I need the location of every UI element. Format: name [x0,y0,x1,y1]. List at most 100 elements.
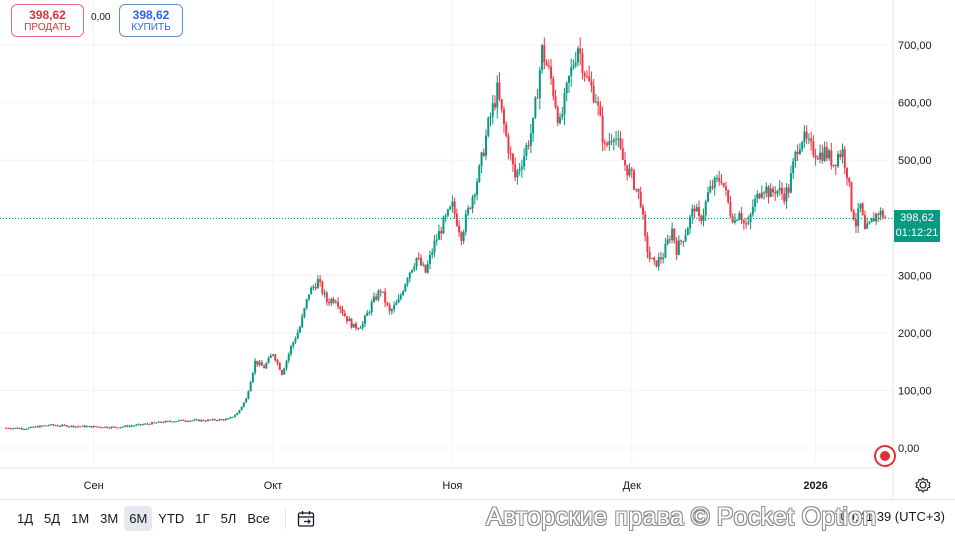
candle-body [473,194,476,197]
candle-body [135,424,138,426]
candle-body [832,164,835,166]
candle-body [850,182,853,211]
time-axis: Сен Окт Ноя Дек 2026 [84,480,828,492]
candle-body [493,103,496,108]
candle-body [278,362,281,370]
candle-body [159,421,162,423]
candle-body [769,188,772,198]
candle-body [529,133,532,146]
candle-body [215,420,218,422]
range-button[interactable]: 5Л [220,511,237,526]
candle-body [608,141,611,146]
candle-body [296,332,299,339]
candle-body [794,151,797,162]
candle-body [498,82,501,100]
candle-body [144,423,147,425]
candle-body [718,177,721,182]
candle-body [570,67,573,76]
range-button[interactable]: 1М [71,511,90,526]
buy-price: 398,62 [132,7,170,22]
price-axis[interactable]: 700,00600,00500,00400,00300,00200,00100,… [898,40,932,455]
candle-body [171,421,174,423]
range-button[interactable]: 1Г [195,511,210,526]
candle-body [520,166,523,170]
candle-body [646,236,649,253]
candle-body [337,301,340,307]
candle-body [397,298,400,303]
sell-label: ПРОДАТЬ [24,21,71,33]
candle-body [108,427,111,429]
range-button[interactable]: 1Д [17,511,34,526]
candle-body [242,402,245,407]
candle-body [588,76,591,81]
candle-body [442,217,445,234]
candle-body [426,263,429,273]
candle-body [491,103,494,117]
candle-body [334,301,337,303]
buy-button[interactable]: 398,62 КУПИТЬ [119,4,183,37]
candle-body [27,427,30,429]
candle-body [866,223,869,229]
candle-body [814,155,817,158]
price-tick-label: 200,00 [898,328,932,340]
time-tick-label: Дек [623,480,642,492]
candle-body [554,96,557,108]
candle-body [341,308,344,314]
pocket-option-logo-icon[interactable] [874,445,896,467]
candle-body [431,252,434,255]
candle-body [126,425,129,427]
candle-body [552,78,555,97]
candle-body [305,299,308,309]
candle-body [729,202,732,217]
range-button[interactable]: Все [247,511,270,526]
range-button[interactable]: 5Д [44,511,61,526]
candle-body [319,279,322,282]
candle-body [312,286,315,288]
candle-body [852,210,855,220]
candle-body [386,302,389,305]
candle-body [395,302,398,305]
candle-body [635,188,638,190]
gear-icon[interactable] [914,476,932,494]
candle-body [236,413,239,416]
bottom-toolbar: 1Д 5Д 1М 3М 6М YTD 1Г 5Л Все [0,499,955,537]
candle-body [211,419,214,421]
candle-body [375,296,378,300]
candle-body [774,192,777,194]
time-tick-label: Сен [84,480,104,492]
candle-body [180,419,183,421]
candle-body [747,222,750,224]
candle-body [861,203,864,216]
candle-body [310,287,313,295]
candle-body [841,149,844,158]
candle-body [254,360,257,373]
candle-body [59,425,62,427]
sell-button[interactable]: 398,62 ПРОДАТЬ [11,4,84,37]
candle-body [81,425,84,427]
session-clock[interactable]: 09:41:39 (UTC+3) [840,509,945,524]
range-button[interactable]: YTD [158,511,185,526]
candle-body [709,186,712,193]
calendar-range-icon[interactable] [294,507,318,531]
candle-body [453,201,456,214]
candle-body [220,419,223,421]
candle-body [657,257,660,267]
candle-body [94,426,97,428]
candle-body [36,426,39,428]
candle-body [736,219,739,221]
candle-body [379,290,382,292]
candle-body [18,428,21,430]
range-button[interactable]: 3М [100,511,119,526]
candle-body [778,187,781,191]
candle-body [845,167,848,179]
candle-body [92,426,95,428]
candle-body [872,218,875,222]
candle-body [350,318,353,328]
candle-body [20,428,23,430]
candle-body [724,186,727,191]
candle-body [500,99,503,110]
candle-body [689,216,692,229]
range-button[interactable]: 6М [124,506,153,531]
candle-body [422,264,425,266]
